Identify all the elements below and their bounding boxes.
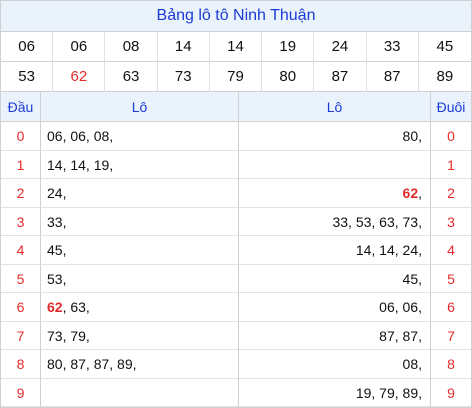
lo-value: 45, [402, 270, 422, 287]
head-tail-grid: Đầu Lô Lô Đuôi 0 06, 06, 08, 80, 0 1 14, 14, … [1, 92, 471, 407]
lo-right-cell: 80, [239, 122, 431, 151]
number-cell: 89 [418, 62, 471, 92]
lo-left-cell: 62, 63, [41, 293, 239, 322]
lo-right-cell: 19, 79, 89, [239, 378, 431, 407]
duoi-cell: 6 [431, 293, 471, 322]
duoi-cell: 9 [431, 379, 471, 407]
duoi-cell: 5 [431, 265, 471, 293]
lo-right-cell: 62, [239, 179, 431, 208]
dau-cell: 1 [1, 150, 41, 179]
dau-cell: 7 [1, 321, 41, 350]
number-cell: 80 [262, 62, 315, 92]
dau-cell: 4 [1, 236, 41, 265]
lo-value: 33, 53, 63, 73, [332, 213, 422, 230]
number-cell: 73 [157, 62, 210, 92]
lo-value: 80, [402, 128, 422, 144]
duoi-cell: 0 [431, 122, 471, 151]
number-cell: 19 [262, 32, 315, 62]
lo-left-cell: 73, 79, [41, 321, 239, 350]
number-cell: 62 [53, 62, 106, 92]
lo-value: 53, [47, 270, 67, 287]
header-lo-left: Lô [41, 92, 239, 122]
lo-left-cell: 33, [41, 207, 239, 236]
duoi-cell: 1 [431, 151, 471, 179]
dau-cell: 6 [1, 293, 41, 322]
dau-cell: 9 [1, 378, 41, 407]
number-cell: 06 [53, 32, 106, 62]
lo-left-cell: 24, [41, 179, 239, 208]
lo-left-cell: 14, 14, 19, [41, 150, 239, 179]
lo-value: 33, [47, 213, 67, 230]
lo-value: 80, 87, 87, 89, [47, 356, 137, 372]
number-cell: 53 [1, 62, 54, 92]
lo-value: 87, 87, [379, 327, 422, 344]
lo-left-cell: 53, [41, 264, 239, 293]
lo-right-cell: 08, [239, 350, 431, 379]
duoi-cell: 3 [431, 208, 471, 236]
lo-value: 24, [47, 185, 67, 201]
number-cell: 14 [209, 32, 263, 62]
lo-value: 45, [47, 242, 67, 258]
lo-value: 06, 06, [379, 299, 422, 315]
lo-left-cell: 45, [41, 236, 239, 265]
lo-right-cell: 87, 87, [239, 321, 431, 350]
dau-cell: 2 [1, 179, 41, 208]
lo-left-cell [41, 378, 239, 407]
number-cell: 06 [1, 32, 54, 62]
dau-cell: 5 [1, 264, 41, 293]
number-cell: 79 [209, 62, 263, 92]
dau-cell: 8 [1, 350, 41, 379]
lo-right-cell: 45, [239, 264, 431, 293]
lo-value: 08, [402, 356, 422, 372]
results-numbers: 06 06 08 14 14 19 24 33 45 53 62 63 73 79 80 87 87 89 [1, 32, 471, 92]
number-cell: 14 [157, 32, 210, 62]
number-cell: 63 [105, 62, 158, 92]
number-cell: 87 [314, 62, 367, 92]
lo-value: 62 [47, 299, 63, 315]
lo-value: 62 [402, 185, 419, 201]
lo-right-cell: 06, 06, [239, 293, 431, 322]
header-lo-right: Lô [239, 92, 431, 122]
lo-value: 73, 79, [47, 327, 90, 344]
header-duoi: Đuôi [431, 92, 471, 122]
lo-right-cell: 14, 14, 24, [239, 236, 431, 265]
duoi-cell: 4 [431, 236, 471, 265]
lo-value: 14, 14, 19, [47, 156, 114, 173]
number-cell: 33 [366, 32, 419, 62]
duoi-cell: 2 [431, 179, 471, 208]
dau-cell: 0 [1, 122, 41, 151]
number-cell: 24 [314, 32, 367, 62]
table-title: Bảng lô tô Ninh Thuận [1, 1, 471, 32]
lo-value: , 63, [62, 299, 90, 315]
lo-value: 14, 14, 24, [355, 242, 422, 258]
lo-value: 06, 06, 08, [47, 128, 114, 144]
lo-left-cell: 06, 06, 08, [41, 122, 239, 151]
lo-value: 19, 79, 89, [355, 384, 422, 401]
lo-right-cell [239, 150, 431, 179]
number-cell: 08 [105, 32, 158, 62]
lo-right-cell: 33, 53, 63, 73, [239, 207, 431, 236]
duoi-cell: 8 [431, 350, 471, 379]
lo-value: , [418, 185, 422, 201]
lo-left-cell: 80, 87, 87, 89, [41, 350, 239, 379]
number-cell: 45 [418, 32, 471, 62]
duoi-cell: 7 [431, 322, 471, 350]
number-cell: 87 [366, 62, 419, 92]
dau-cell: 3 [1, 207, 41, 236]
header-dau: Đầu [1, 92, 41, 122]
